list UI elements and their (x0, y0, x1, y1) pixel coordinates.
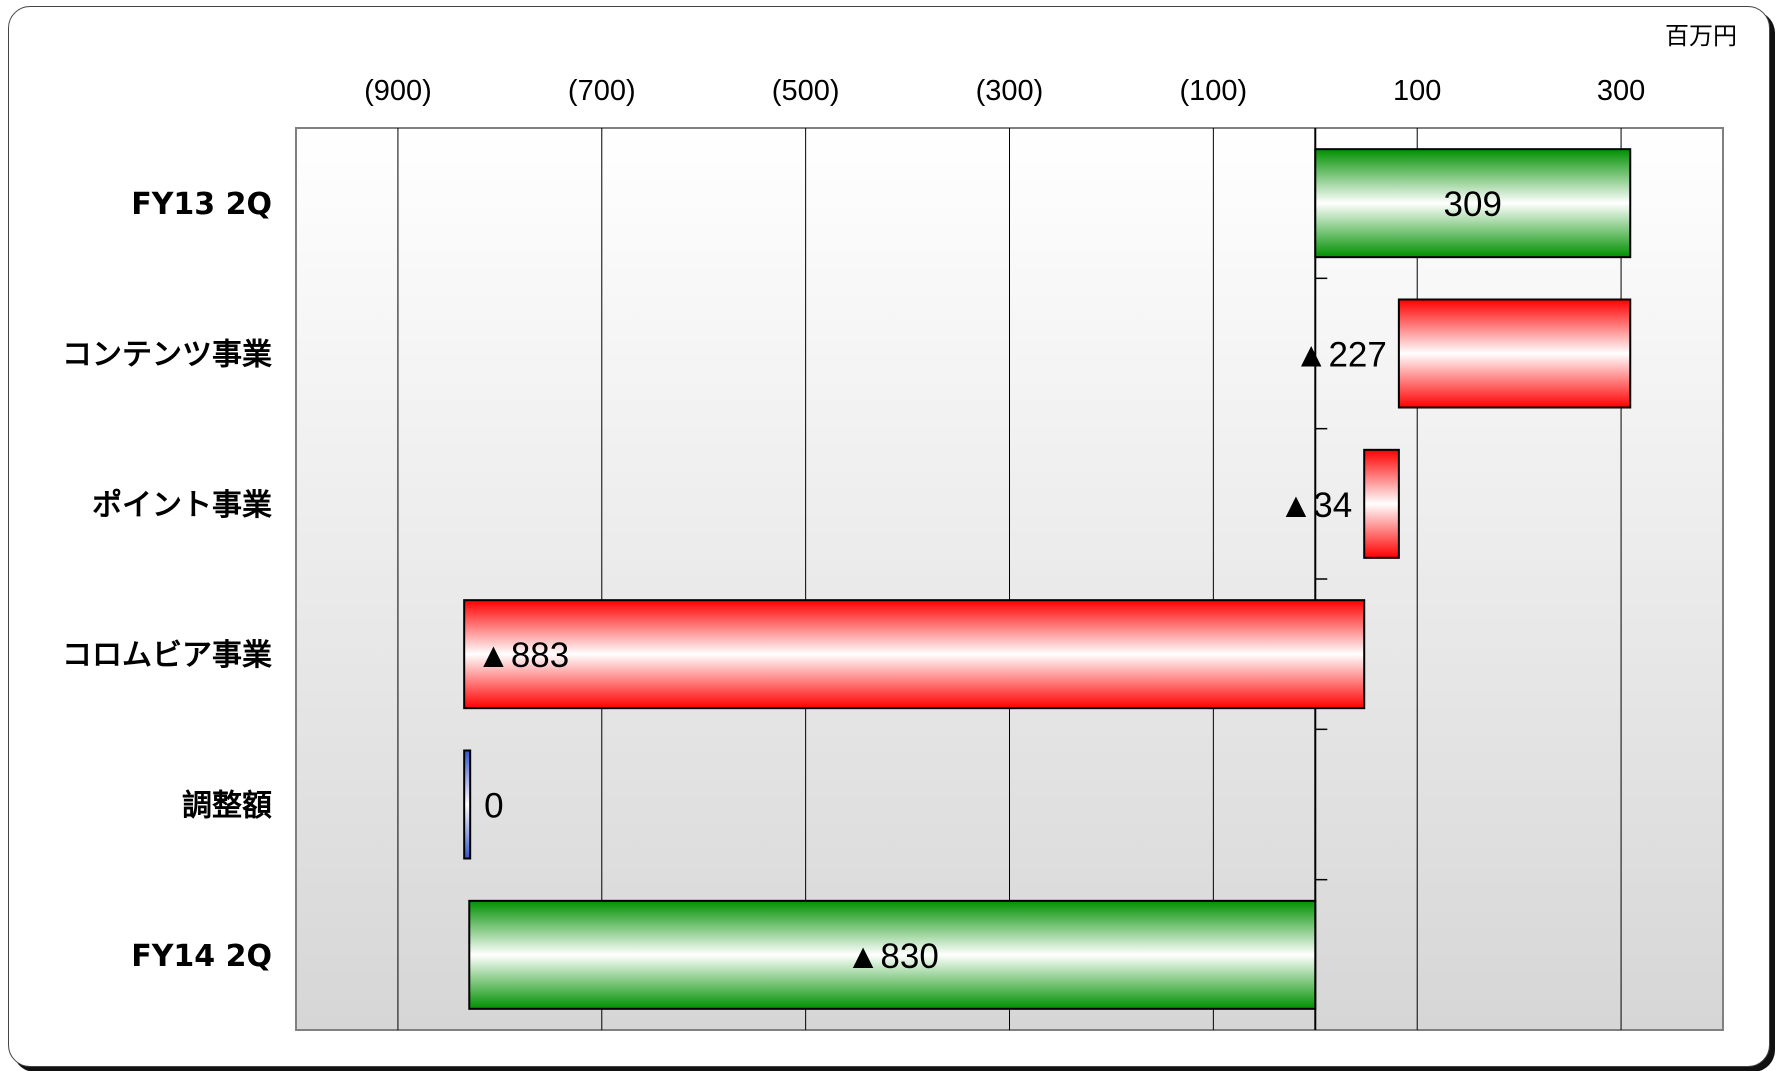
bar-adjustment (463, 749, 472, 860)
bar-decrease (1397, 298, 1632, 409)
data-label: ▲883 (476, 636, 569, 675)
category-label: コロムビア事業 (62, 638, 272, 673)
bar-decrease (463, 599, 1366, 710)
category-label: ポイント事業 (92, 488, 272, 523)
x-tick-label: (100) (1180, 75, 1248, 107)
unit-label: 百万円 (1665, 22, 1737, 50)
data-label: ▲830 (846, 937, 939, 976)
bar-total (1314, 148, 1632, 259)
data-label: ▲34 (1279, 486, 1353, 525)
data-label: ▲227 (1294, 336, 1387, 375)
x-tick-label: 300 (1597, 75, 1645, 107)
x-tick-label: (500) (772, 75, 840, 107)
x-tick-label: (900) (364, 75, 432, 107)
bar-decrease (1363, 448, 1400, 559)
x-tick-label: (300) (976, 75, 1044, 107)
category-label: 調整額 (182, 789, 272, 824)
data-label: 0 (484, 787, 503, 826)
bar-total (468, 899, 1317, 1010)
data-label: 309 (1444, 185, 1502, 224)
category-label: FY13 2Q (131, 187, 272, 222)
x-tick-label: 100 (1393, 75, 1441, 107)
category-label: FY14 2Q (131, 939, 272, 974)
x-tick-label: (700) (568, 75, 636, 107)
category-label: コンテンツ事業 (62, 338, 272, 373)
